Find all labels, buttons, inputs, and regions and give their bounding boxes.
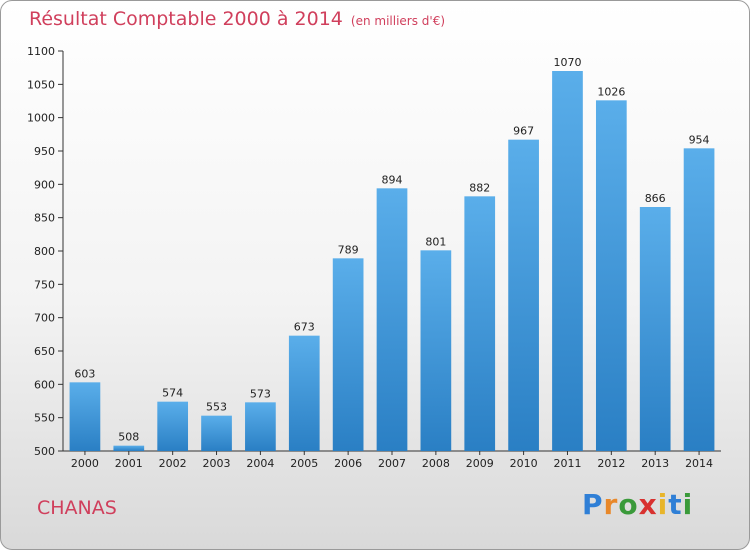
bar xyxy=(595,100,627,451)
x-tick-label: 2004 xyxy=(246,457,274,470)
y-tick-label: 500 xyxy=(34,445,55,458)
bar xyxy=(376,188,408,452)
bar xyxy=(201,415,232,451)
bar xyxy=(113,445,145,451)
logo-letter: x xyxy=(638,488,658,521)
y-tick-label: 750 xyxy=(34,278,55,291)
bar-value-label: 801 xyxy=(425,235,446,248)
chart-title-unit: (en milliers d'€) xyxy=(350,14,446,28)
y-tick-label: 1100 xyxy=(27,45,55,58)
bar-value-label: 882 xyxy=(469,181,490,194)
bar-value-label: 553 xyxy=(206,401,227,414)
x-tick-label: 2013 xyxy=(641,457,669,470)
bar-value-label: 1070 xyxy=(553,56,581,69)
x-tick-label: 2012 xyxy=(597,457,625,470)
logo-letter: r xyxy=(603,488,619,521)
bar xyxy=(157,401,189,451)
bar xyxy=(69,382,101,451)
bar xyxy=(552,71,583,451)
logo-letter: t xyxy=(668,488,683,521)
bar-value-label: 573 xyxy=(250,387,271,400)
y-tick-label: 850 xyxy=(34,212,55,225)
bar-value-label: 1026 xyxy=(597,85,625,98)
y-tick-label: 1050 xyxy=(27,78,55,91)
bar-value-label: 574 xyxy=(162,387,183,400)
y-tick-label: 650 xyxy=(34,345,55,358)
commune-name: CHANAS xyxy=(37,497,117,519)
x-tick-label: 2001 xyxy=(115,457,143,470)
x-tick-label: 2014 xyxy=(685,457,713,470)
chart-title-main: Résultat Comptable 2000 à 2014 xyxy=(29,8,343,30)
x-tick-label: 2009 xyxy=(466,457,494,470)
bar xyxy=(288,335,320,451)
y-tick-label: 550 xyxy=(34,412,55,425)
bar xyxy=(245,402,276,451)
x-tick-label: 2011 xyxy=(553,457,581,470)
x-tick-label: 2003 xyxy=(203,457,231,470)
bar xyxy=(420,250,452,451)
bar-value-label: 508 xyxy=(118,431,139,444)
bar-value-label: 673 xyxy=(294,321,315,334)
logo-letter: P xyxy=(582,488,604,521)
x-tick-label: 2005 xyxy=(290,457,318,470)
bar-value-label: 894 xyxy=(382,173,403,186)
logo-letter: i xyxy=(682,488,694,521)
bar xyxy=(332,258,364,451)
x-tick-label: 2010 xyxy=(510,457,538,470)
bar-value-label: 789 xyxy=(338,243,359,256)
chart-title: Résultat Comptable 2000 à 2014 (en millie… xyxy=(29,8,445,30)
x-tick-label: 2008 xyxy=(422,457,450,470)
x-tick-label: 2006 xyxy=(334,457,362,470)
y-tick-label: 800 xyxy=(34,245,55,258)
y-tick-label: 600 xyxy=(34,378,55,391)
y-tick-label: 900 xyxy=(34,178,55,191)
bar xyxy=(639,207,671,451)
y-tick-label: 950 xyxy=(34,145,55,158)
bar-value-label: 603 xyxy=(74,367,95,380)
bar xyxy=(508,139,539,451)
bar-value-label: 967 xyxy=(513,125,534,138)
x-tick-label: 2000 xyxy=(71,457,99,470)
logo-letter: o xyxy=(618,488,639,521)
y-tick-label: 1000 xyxy=(27,112,55,125)
bar xyxy=(683,148,715,452)
logo-letter: i xyxy=(657,488,669,521)
x-tick-label: 2007 xyxy=(378,457,406,470)
y-tick-label: 700 xyxy=(34,312,55,325)
bar-value-label: 954 xyxy=(689,133,710,146)
x-tick-label: 2002 xyxy=(159,457,187,470)
bar xyxy=(464,196,496,451)
bar-value-label: 866 xyxy=(645,192,666,205)
proxiti-logo: Proxiti xyxy=(582,488,693,521)
